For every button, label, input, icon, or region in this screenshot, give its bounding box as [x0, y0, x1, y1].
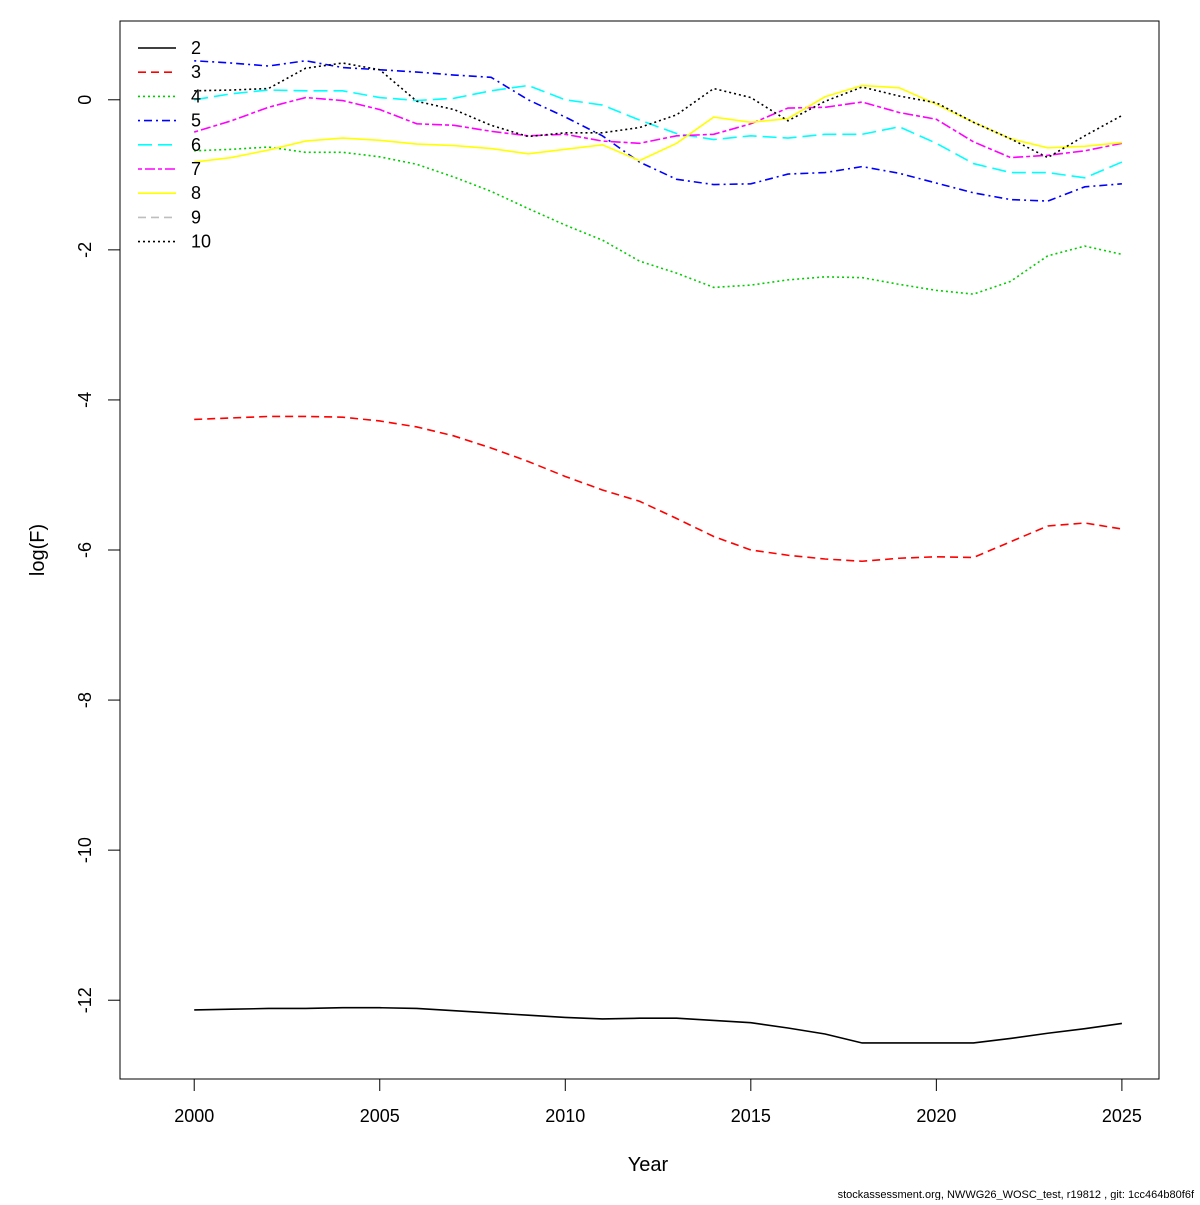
series-line-6 — [194, 84, 1123, 179]
series-line-8 — [194, 84, 1122, 163]
y-tick-label: -4 — [75, 392, 95, 408]
y-tick-label: -6 — [75, 542, 95, 558]
x-axis: 2000 2005 2010 2015 2020 2025 — [174, 1078, 1142, 1126]
footer-credit: stockassessment.org, NWWG26_WOSC_test, r… — [838, 1189, 1195, 1200]
legend: 2 3 4 5 6 7 8 9 10 — [138, 38, 211, 252]
series-layer — [193, 59, 1123, 1044]
y-tick-label: -12 — [75, 987, 95, 1013]
series-line-5 — [194, 59, 1122, 202]
x-tick-label: 2005 — [360, 1106, 400, 1126]
legend-label-10: 10 — [191, 232, 211, 252]
x-tick-label: 2015 — [731, 1106, 771, 1126]
y-tick-label: 0 — [75, 95, 95, 105]
legend-label-2: 2 — [191, 38, 201, 58]
x-axis-label: Year — [628, 1154, 669, 1176]
legend-label-4: 4 — [191, 86, 201, 106]
legend-label-3: 3 — [191, 62, 201, 82]
legend-label-9: 9 — [191, 207, 201, 227]
series-line-4 — [194, 146, 1123, 295]
series-line-7 — [193, 96, 1123, 159]
x-tick-label: 2025 — [1102, 1106, 1142, 1126]
legend-label-8: 8 — [191, 183, 201, 203]
y-axis-label: log(F) — [27, 524, 49, 576]
series-line-2 — [194, 1006, 1123, 1044]
y-tick-label: -10 — [75, 837, 95, 863]
series-line-10 — [194, 62, 1123, 159]
y-tick-label: -2 — [75, 242, 95, 258]
series-line-3 — [194, 415, 1123, 563]
legend-label-5: 5 — [191, 111, 201, 131]
x-tick-label: 2020 — [916, 1106, 956, 1126]
y-tick-label: -8 — [75, 692, 95, 708]
legend-label-7: 7 — [191, 159, 201, 179]
x-tick-label: 2000 — [174, 1106, 214, 1126]
legend-label-6: 6 — [191, 135, 201, 155]
x-tick-label: 2010 — [545, 1106, 585, 1126]
y-axis: 0 -2 -4 -6 -8 -10 -12 — [75, 95, 121, 1013]
